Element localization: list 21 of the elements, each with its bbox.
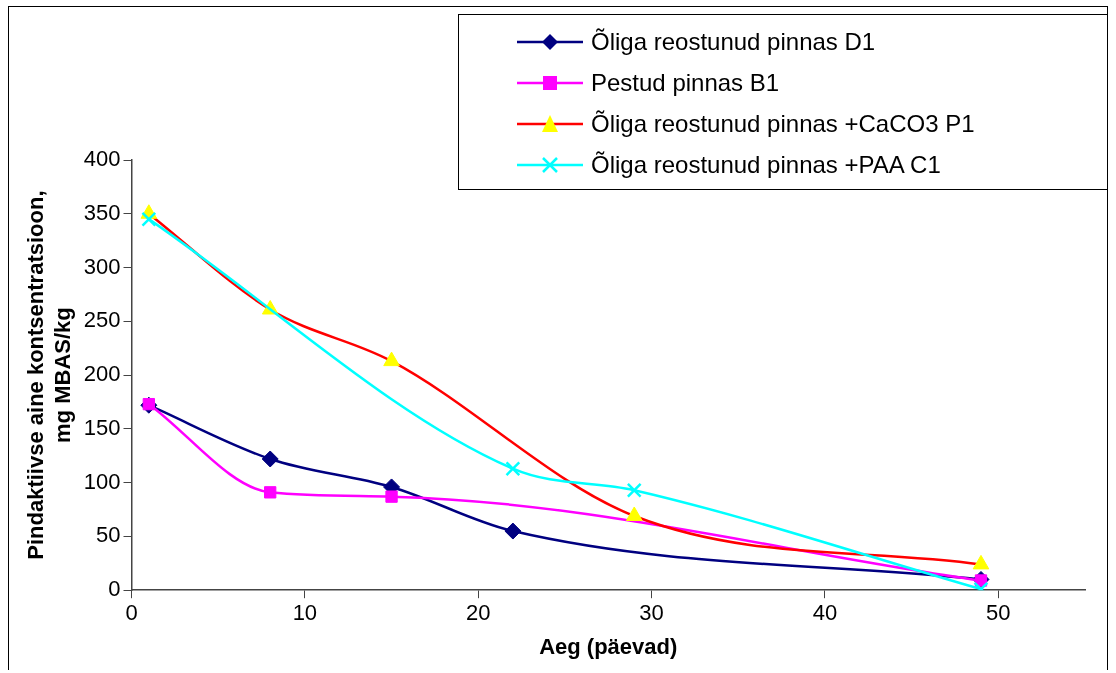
- x-tick-label: 30: [639, 600, 664, 626]
- y-tick-label: 200: [83, 361, 121, 387]
- y-tick-label: 250: [83, 307, 121, 333]
- y-tick-label: 350: [83, 199, 121, 225]
- y-tick-label: 300: [83, 253, 121, 279]
- y-tick-label: 400: [83, 146, 121, 172]
- x-tick-label: 50: [986, 600, 1011, 626]
- legend-label: Pestud pinnas B1: [591, 68, 780, 97]
- x-tick-label: 0: [125, 600, 138, 626]
- y-tick-label: 50: [96, 522, 121, 548]
- x-axis-title: Aeg (päevad): [539, 633, 678, 659]
- y-tick-label: 0: [108, 576, 121, 602]
- legend-label: Õliga reostunud pinnas +PAA C1: [591, 150, 941, 179]
- legend-label: Õliga reostunud pinnas D1: [591, 27, 876, 56]
- x-tick-label: 20: [465, 600, 491, 626]
- x-tick-label: 40: [812, 600, 838, 626]
- x-tick-label: 10: [292, 600, 318, 626]
- y-tick-label: 150: [83, 414, 121, 440]
- y-tick-label: 100: [83, 468, 121, 494]
- legend-label: Õliga reostunud pinnas +CaCO3 P1: [591, 109, 975, 138]
- y-axis-title: Pindaktiivse aine kontsentratsioon, mg MBAS/kg: [23, 190, 75, 560]
